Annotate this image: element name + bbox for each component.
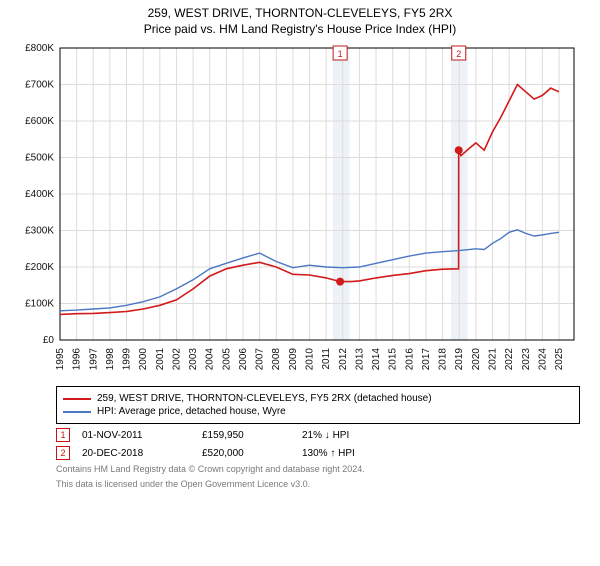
x-tick-label: 2009 <box>288 348 299 371</box>
x-tick-label: 2025 <box>554 348 565 371</box>
event-pct: 130% ↑ HPI <box>302 448 412 459</box>
x-tick-label: 1999 <box>122 348 133 371</box>
x-tick-label: 2022 <box>504 348 515 371</box>
x-tick-label: 2005 <box>221 348 232 371</box>
y-tick-label: £300K <box>25 226 54 237</box>
x-tick-label: 2007 <box>255 348 266 371</box>
event-badge: 2 <box>56 446 70 460</box>
x-tick-label: 2023 <box>521 348 532 371</box>
x-tick-label: 1997 <box>88 348 99 371</box>
event-dot <box>455 146 463 154</box>
x-tick-label: 2010 <box>305 348 316 371</box>
x-tick-label: 1998 <box>105 348 116 371</box>
x-tick-label: 2000 <box>138 348 149 371</box>
y-tick-label: £200K <box>25 262 54 273</box>
footnote-line-1: Contains HM Land Registry data © Crown c… <box>56 464 580 475</box>
event-price: £520,000 <box>202 448 302 459</box>
y-tick-label: £100K <box>25 299 54 310</box>
x-tick-label: 2015 <box>388 348 399 371</box>
x-tick-label: 2001 <box>155 348 166 371</box>
badge-marker-label: 2 <box>456 49 461 59</box>
event-date: 01-NOV-2011 <box>82 430 202 441</box>
event-date: 20-DEC-2018 <box>82 448 202 459</box>
x-tick-label: 2014 <box>371 348 382 371</box>
x-tick-label: 2018 <box>438 348 449 371</box>
price-chart: £0 £100K £200K £300K £400K £500K £600K £700K £80… <box>10 40 590 380</box>
y-tick-label: £800K <box>25 43 54 54</box>
event-dot <box>336 278 344 286</box>
y-tick-label: £600K <box>25 116 54 127</box>
x-tick-label: 2016 <box>404 348 415 371</box>
y-tick-label: £0 <box>43 335 55 346</box>
event-price: £159,950 <box>202 430 302 441</box>
x-tick-label: 2017 <box>421 348 432 371</box>
x-tick-label: 2021 <box>487 348 498 371</box>
x-tick-label: 2006 <box>238 348 249 371</box>
legend: 259, WEST DRIVE, THORNTON-CLEVELEYS, FY5… <box>56 386 580 424</box>
legend-item: HPI: Average price, detached house, Wyre <box>63 406 573 417</box>
x-tick-label: 2020 <box>471 348 482 371</box>
x-tick-label: 1996 <box>72 348 83 371</box>
event-row: 2 20-DEC-2018£520,000130% ↑ HPI <box>56 446 600 460</box>
event-pct: 21% ↓ HPI <box>302 430 412 441</box>
x-tick-label: 2019 <box>454 348 465 371</box>
event-row: 1 01-NOV-2011£159,95021% ↓ HPI <box>56 428 600 442</box>
x-tick-label: 2008 <box>271 348 282 371</box>
badge-marker-label: 1 <box>338 49 343 59</box>
legend-swatch <box>63 398 91 400</box>
x-tick-label: 2002 <box>171 348 182 371</box>
x-tick-label: 2011 <box>321 348 332 370</box>
legend-swatch <box>63 411 91 413</box>
event-badge: 1 <box>56 428 70 442</box>
legend-item: 259, WEST DRIVE, THORNTON-CLEVELEYS, FY5… <box>63 393 573 404</box>
x-tick-label: 2012 <box>338 348 349 371</box>
x-tick-label: 2013 <box>354 348 365 371</box>
legend-label: 259, WEST DRIVE, THORNTON-CLEVELEYS, FY5… <box>97 393 432 404</box>
y-tick-label: £400K <box>25 189 54 200</box>
y-tick-label: £500K <box>25 153 54 164</box>
x-tick-label: 2004 <box>205 348 216 371</box>
page-subtitle: Price paid vs. HM Land Registry's House … <box>0 22 600 36</box>
y-tick-label: £700K <box>25 80 54 91</box>
x-tick-label: 1995 <box>55 348 66 371</box>
x-tick-label: 2024 <box>537 348 548 371</box>
legend-label: HPI: Average price, detached house, Wyre <box>97 406 286 417</box>
x-tick-label: 2003 <box>188 348 199 371</box>
footnote-line-2: This data is licensed under the Open Gov… <box>56 479 580 490</box>
page-title: 259, WEST DRIVE, THORNTON-CLEVELEYS, FY5… <box>0 6 600 20</box>
